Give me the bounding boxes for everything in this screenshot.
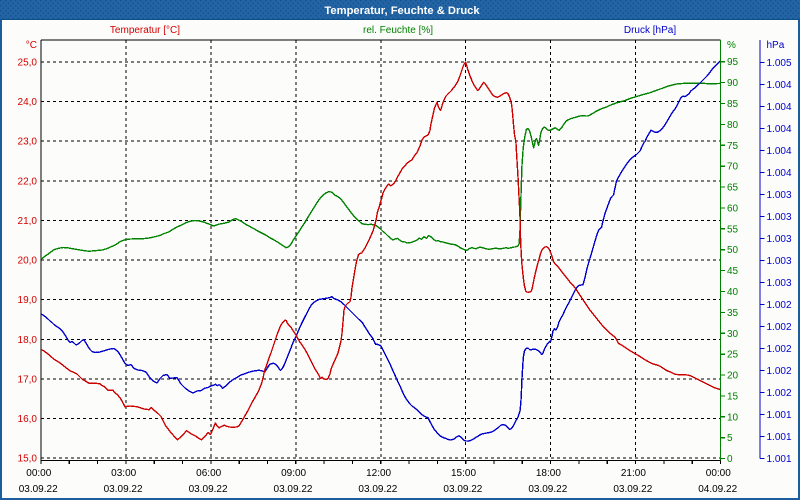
svg-text:25: 25 [727,350,739,361]
svg-text:15,0: 15,0 [18,454,38,465]
svg-text:1.004: 1.004 [767,80,792,91]
svg-text:70: 70 [727,162,739,173]
svg-text:21:00: 21:00 [621,468,646,479]
svg-text:1.001: 1.001 [767,454,792,465]
svg-text:30: 30 [727,329,739,340]
svg-text:18,0: 18,0 [18,335,38,346]
svg-text:03:00: 03:00 [111,468,136,479]
svg-text:20,0: 20,0 [18,256,38,267]
svg-text:03.09.22: 03.09.22 [104,484,143,495]
svg-text:1.002: 1.002 [767,322,792,333]
svg-text:1.004: 1.004 [767,168,792,179]
svg-text:22,0: 22,0 [18,176,38,187]
svg-text:90: 90 [727,78,739,89]
svg-text:25,0: 25,0 [18,58,38,69]
svg-text:°C: °C [26,40,37,51]
svg-text:5: 5 [727,433,733,444]
svg-text:0: 0 [727,454,733,465]
svg-text:1.003: 1.003 [767,278,792,289]
svg-text:00:00: 00:00 [706,468,731,479]
svg-text:16,0: 16,0 [18,414,38,425]
svg-text:85: 85 [727,99,739,110]
svg-text:1.003: 1.003 [767,256,792,267]
svg-text:03.09.22: 03.09.22 [274,484,313,495]
svg-text:00:00: 00:00 [26,468,51,479]
svg-text:1.004: 1.004 [767,124,792,135]
svg-text:03.09.22: 03.09.22 [613,484,652,495]
svg-text:15: 15 [727,391,739,402]
svg-text:1.003: 1.003 [767,234,792,245]
svg-text:1.002: 1.002 [767,366,792,377]
svg-text:1.002: 1.002 [767,300,792,311]
svg-text:1.002: 1.002 [767,388,792,399]
svg-text:1.003: 1.003 [767,190,792,201]
svg-text:1.001: 1.001 [767,432,792,443]
svg-text:75: 75 [727,141,739,152]
svg-text:1.003: 1.003 [767,212,792,223]
svg-text:55: 55 [727,224,739,235]
svg-text:03.09.22: 03.09.22 [528,484,567,495]
svg-text:23,0: 23,0 [18,137,38,148]
svg-text:45: 45 [727,266,739,277]
svg-text:19,0: 19,0 [18,295,38,306]
svg-text:21,0: 21,0 [18,216,38,227]
svg-text:15:00: 15:00 [451,468,476,479]
svg-text:1.004: 1.004 [767,146,792,157]
svg-text:95: 95 [727,57,739,68]
svg-text:10: 10 [727,412,739,423]
svg-text:hPa: hPa [767,40,785,51]
svg-text:06:00: 06:00 [196,468,221,479]
svg-text:35: 35 [727,308,739,319]
svg-text:04.09.22: 04.09.22 [698,484,737,495]
svg-text:1.005: 1.005 [767,58,792,69]
svg-text:1.004: 1.004 [767,102,792,113]
svg-text:03.09.22: 03.09.22 [19,484,58,495]
svg-text:Temperatur [°C]: Temperatur [°C] [110,25,180,36]
svg-text:65: 65 [727,183,739,194]
svg-text:18:00: 18:00 [536,468,561,479]
svg-text:rel. Feuchte [%]: rel. Feuchte [%] [363,25,433,36]
svg-text:03.09.22: 03.09.22 [358,484,397,495]
svg-text:1.001: 1.001 [767,410,792,421]
svg-text:60: 60 [727,203,739,214]
svg-text:09:00: 09:00 [281,468,306,479]
svg-text:40: 40 [727,287,739,298]
svg-text:%: % [727,40,736,51]
svg-text:17,0: 17,0 [18,374,38,385]
svg-text:80: 80 [727,120,739,131]
svg-text:Druck [hPa]: Druck [hPa] [624,25,676,36]
svg-text:20: 20 [727,371,739,382]
svg-text:24,0: 24,0 [18,97,38,108]
svg-text:1.002: 1.002 [767,344,792,355]
svg-text:Temperatur, Feuchte & Druck: Temperatur, Feuchte & Druck [324,5,480,17]
svg-text:12:00: 12:00 [366,468,391,479]
svg-text:03.09.22: 03.09.22 [443,484,482,495]
svg-text:03.09.22: 03.09.22 [189,484,228,495]
svg-text:50: 50 [727,245,739,256]
